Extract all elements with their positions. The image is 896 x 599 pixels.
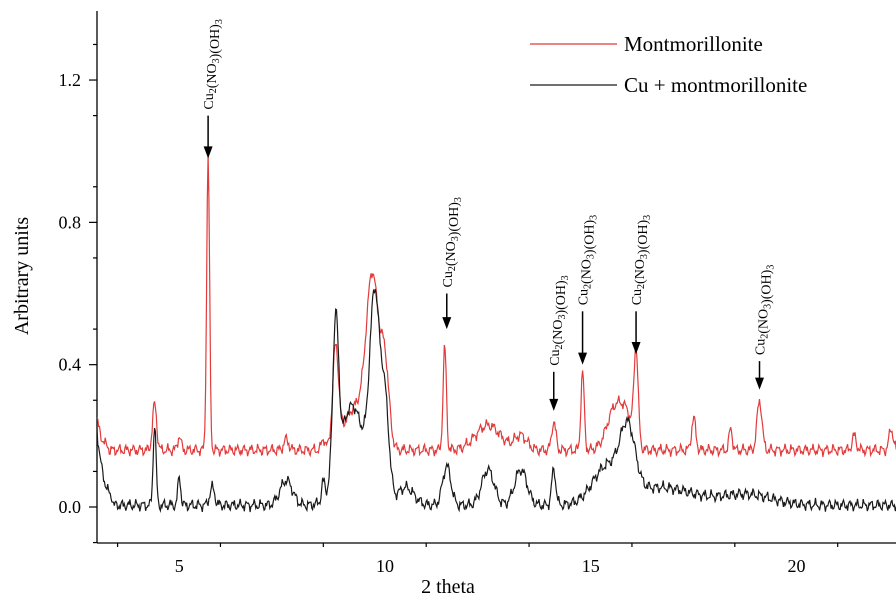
legend-label: Cu + montmorillonite	[624, 73, 807, 97]
annotation-arrowhead	[442, 317, 452, 330]
annotation-arrowhead	[755, 377, 765, 390]
y-tick-label: 1.2	[59, 70, 82, 90]
annotation-arrowhead	[631, 342, 641, 355]
legend: Montmorillonite Cu + montmorillonite	[530, 32, 807, 97]
x-tick-label: 5	[175, 556, 184, 576]
annotation-group: Cu2(NO3)(OH)3 Cu2(NO3)(OH)3 Cu2(NO3)(OH)3 C…	[202, 19, 777, 411]
x-tick-label: 10	[376, 556, 394, 576]
axes-frame	[96, 11, 896, 544]
annotation-label: Cu2(NO3)(OH)3	[441, 197, 464, 287]
annotation-arrowhead	[549, 398, 559, 411]
annotation-arrowhead	[578, 352, 588, 365]
legend-label: Montmorillonite	[624, 32, 763, 56]
annotation-arrowhead	[203, 146, 213, 159]
annotation-label: Cu2(NO3)(OH)3	[577, 215, 600, 305]
y-axis-ticks: 0.0 0.4 0.8 1.2	[59, 43, 97, 544]
annotation-label: Cu2(NO3)(OH)3	[630, 215, 653, 305]
series-group	[97, 153, 896, 514]
series-line-cu-montmorillonite	[97, 288, 896, 514]
y-tick-label: 0.4	[59, 355, 82, 375]
annotation-label: Cu2(NO3)(OH)3	[202, 19, 225, 109]
annotation-label: Cu2(NO3)(OH)3	[754, 265, 777, 355]
y-axis-title: Arbitrary units	[11, 217, 33, 336]
y-tick-label: 0.0	[59, 497, 82, 517]
series-line-montmorillonite	[97, 153, 896, 458]
x-axis-title: 2 theta	[421, 576, 475, 598]
annotation-label: Cu2(NO3)(OH)3	[548, 275, 571, 365]
x-tick-label: 15	[582, 556, 600, 576]
x-axis-ticks: 5 10 15 20	[116, 543, 839, 576]
x-tick-label: 20	[788, 556, 806, 576]
y-tick-label: 0.8	[59, 212, 82, 232]
